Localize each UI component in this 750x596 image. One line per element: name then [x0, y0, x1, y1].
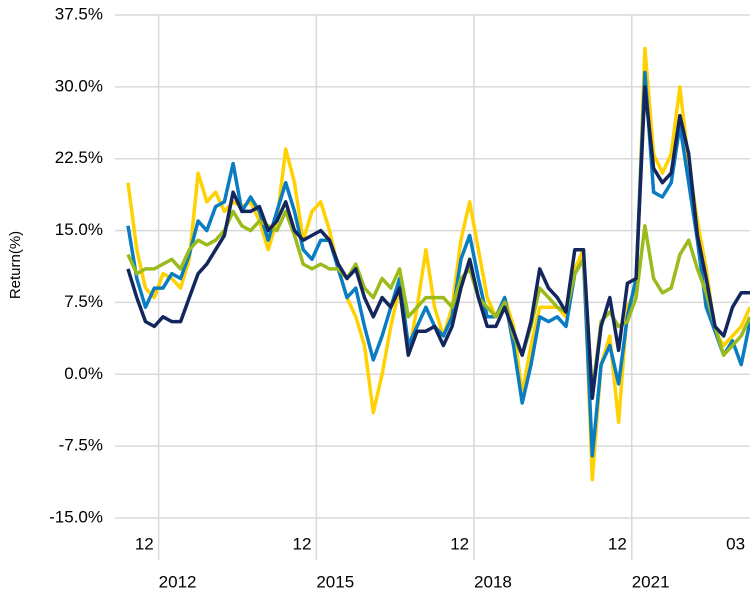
y-tick-label: 15.0%: [55, 220, 103, 239]
y-tick-label: 30.0%: [55, 76, 103, 95]
series-line: [126, 209, 750, 396]
series-line: [126, 46, 750, 482]
y-tick-label: -7.5%: [59, 436, 103, 455]
y-tick-label: 22.5%: [55, 148, 103, 167]
x-year-label: 2021: [632, 572, 670, 591]
y-tick-label: 37.5%: [55, 4, 103, 23]
x-year-label: 2012: [159, 572, 197, 591]
x-tick-label: 12: [608, 534, 627, 553]
series-line: [126, 70, 750, 458]
x-tick-label: 12: [450, 534, 469, 553]
y-tick-label: 7.5%: [64, 292, 103, 311]
x-tick-label: 12: [135, 534, 154, 553]
x-year-label: 2018: [474, 572, 512, 591]
series-line: [126, 85, 750, 400]
y-tick-label: 0.0%: [64, 364, 103, 383]
x-year-label: 2015: [316, 572, 354, 591]
y-tick-label: -15.0%: [49, 507, 103, 526]
x-tick-label: 12: [293, 534, 312, 553]
y-axis-label: Return(%): [7, 231, 24, 299]
x-tick-label: 03: [726, 534, 745, 553]
